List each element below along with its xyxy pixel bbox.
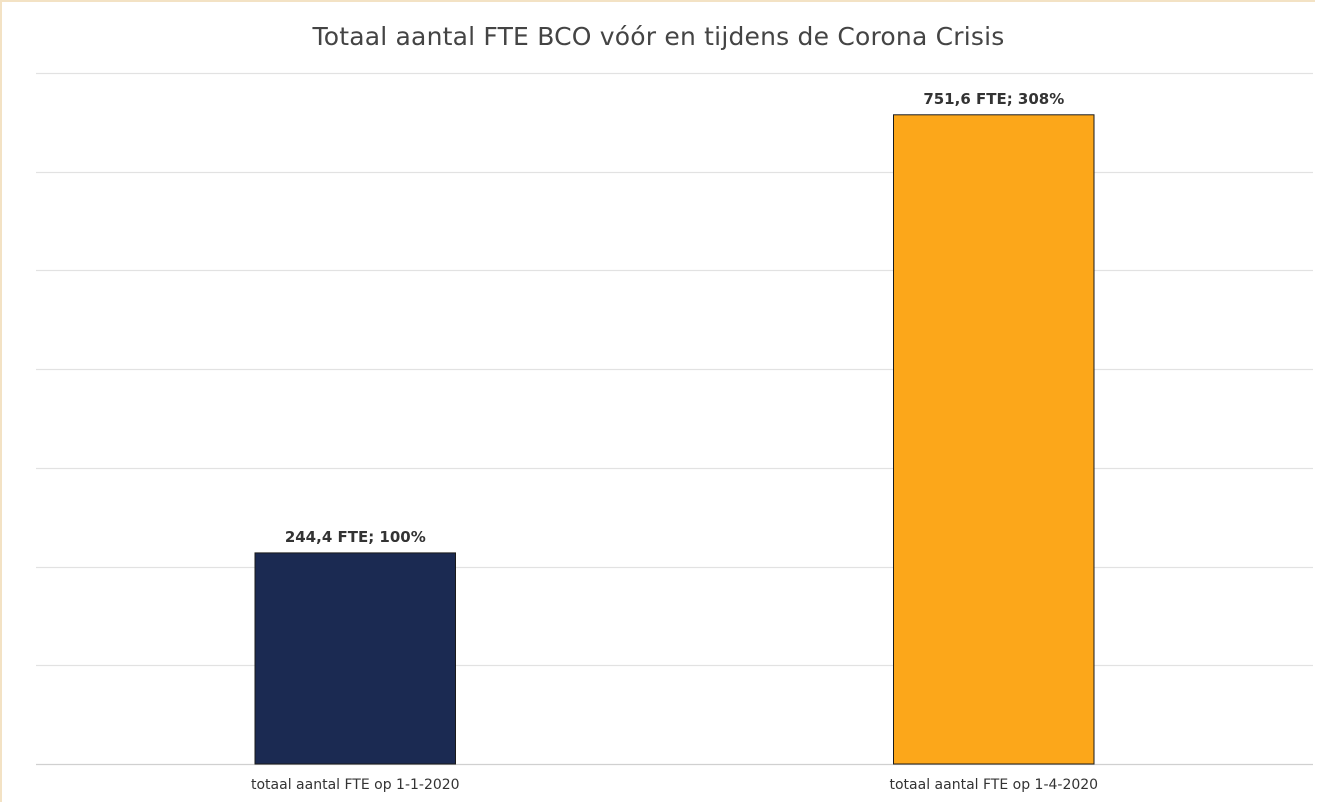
bars [254, 114, 1095, 765]
chart-title: Totaal aantal FTE BCO vóór en tijdens de… [312, 22, 1005, 51]
data-label-2: 751,6 FTE; 308% [923, 90, 1064, 108]
category-label-2: totaal aantal FTE op 1-4-2020 [890, 777, 1099, 793]
gridlines [36, 72, 1313, 766]
bar-2 [893, 114, 1095, 765]
category-labels: totaal aantal FTE op 1-1-2020 totaal aant… [251, 777, 1098, 793]
bar-1 [254, 552, 456, 765]
data-labels: 244,4 FTE; 100% 751,6 FTE; 308% [285, 90, 1064, 546]
category-label-1: totaal aantal FTE op 1-1-2020 [251, 777, 460, 793]
data-label-1: 244,4 FTE; 100% [285, 528, 426, 546]
